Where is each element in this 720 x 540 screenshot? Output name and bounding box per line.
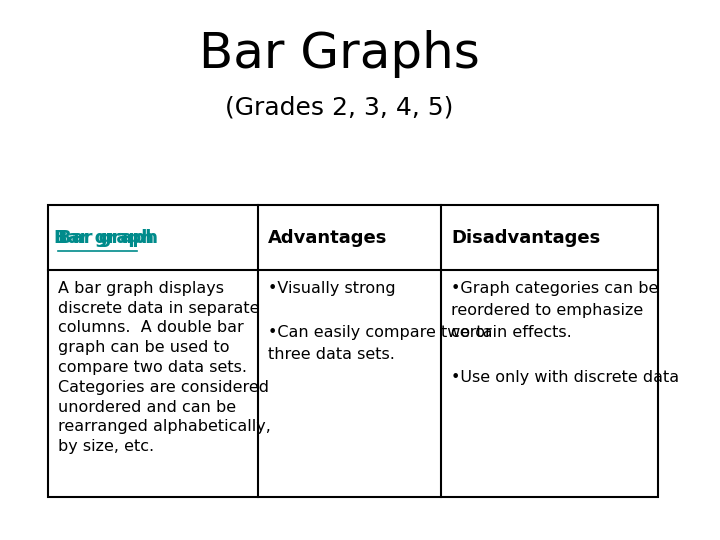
Text: Advantages: Advantages	[268, 228, 387, 247]
Text: •Visually strong

•Can easily compare two or
three data sets.: •Visually strong •Can easily compare two…	[268, 281, 492, 362]
Text: •Graph categories can be
reordered to emphasize
certain effects.

•Use only with: •Graph categories can be reordered to em…	[451, 281, 680, 384]
Text: Bar Graphs: Bar Graphs	[199, 30, 480, 78]
Text: Bar graph: Bar graph	[54, 228, 154, 247]
Text: (Grades 2, 3, 4, 5): (Grades 2, 3, 4, 5)	[225, 96, 454, 120]
Text: Bar graph: Bar graph	[0, 539, 1, 540]
Text: A bar graph displays
discrete data in separate
columns.  A double bar
graph can : A bar graph displays discrete data in se…	[58, 281, 271, 454]
Text: Disadvantages: Disadvantages	[451, 228, 600, 247]
Text: Bar graph: Bar graph	[58, 228, 158, 247]
